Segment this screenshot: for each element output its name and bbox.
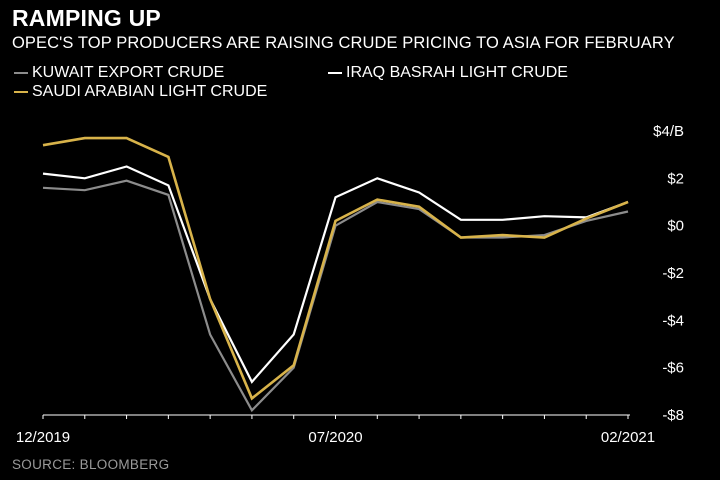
y-tick-label: $0	[667, 218, 684, 235]
legend-label-iraq: IRAQ BASRAH LIGHT CRUDE	[346, 64, 568, 81]
chart-subtitle: OPEC'S TOP PRODUCERS ARE RAISING CRUDE P…	[12, 34, 675, 52]
x-tick-label: 12/2019	[16, 429, 70, 446]
x-tick-label: 02/2021	[601, 429, 655, 446]
y-tick-label: -$8	[662, 407, 684, 424]
legend-item-kuwait: KUWAIT EXPORT CRUDE	[14, 64, 224, 82]
y-tick-label: $2	[667, 170, 684, 187]
legend-item-iraq: IRAQ BASRAH LIGHT CRUDE	[328, 64, 568, 82]
series-line-iraq	[42, 165, 629, 384]
legend-swatch-saudi	[14, 91, 28, 93]
series-line-saudi	[42, 136, 629, 401]
legend-swatch-kuwait	[14, 72, 28, 74]
legend-item-saudi: SAUDI ARABIAN LIGHT CRUDE	[14, 83, 267, 101]
y-tick-label: -$2	[662, 265, 684, 282]
legend-swatch-iraq	[328, 72, 342, 74]
chart-title: RAMPING UP	[12, 5, 161, 31]
y-tick-label: -$4	[662, 312, 684, 329]
legend-label-saudi: SAUDI ARABIAN LIGHT CRUDE	[32, 83, 268, 100]
source-note: SOURCE: BLOOMBERG	[12, 457, 170, 472]
series-line-kuwait	[42, 179, 629, 413]
x-tick-label: 07/2020	[308, 429, 362, 446]
y-tick-label: $4/B	[653, 123, 684, 140]
y-tick-label: -$6	[662, 360, 684, 377]
legend-label-kuwait: KUWAIT EXPORT CRUDE	[32, 64, 225, 81]
